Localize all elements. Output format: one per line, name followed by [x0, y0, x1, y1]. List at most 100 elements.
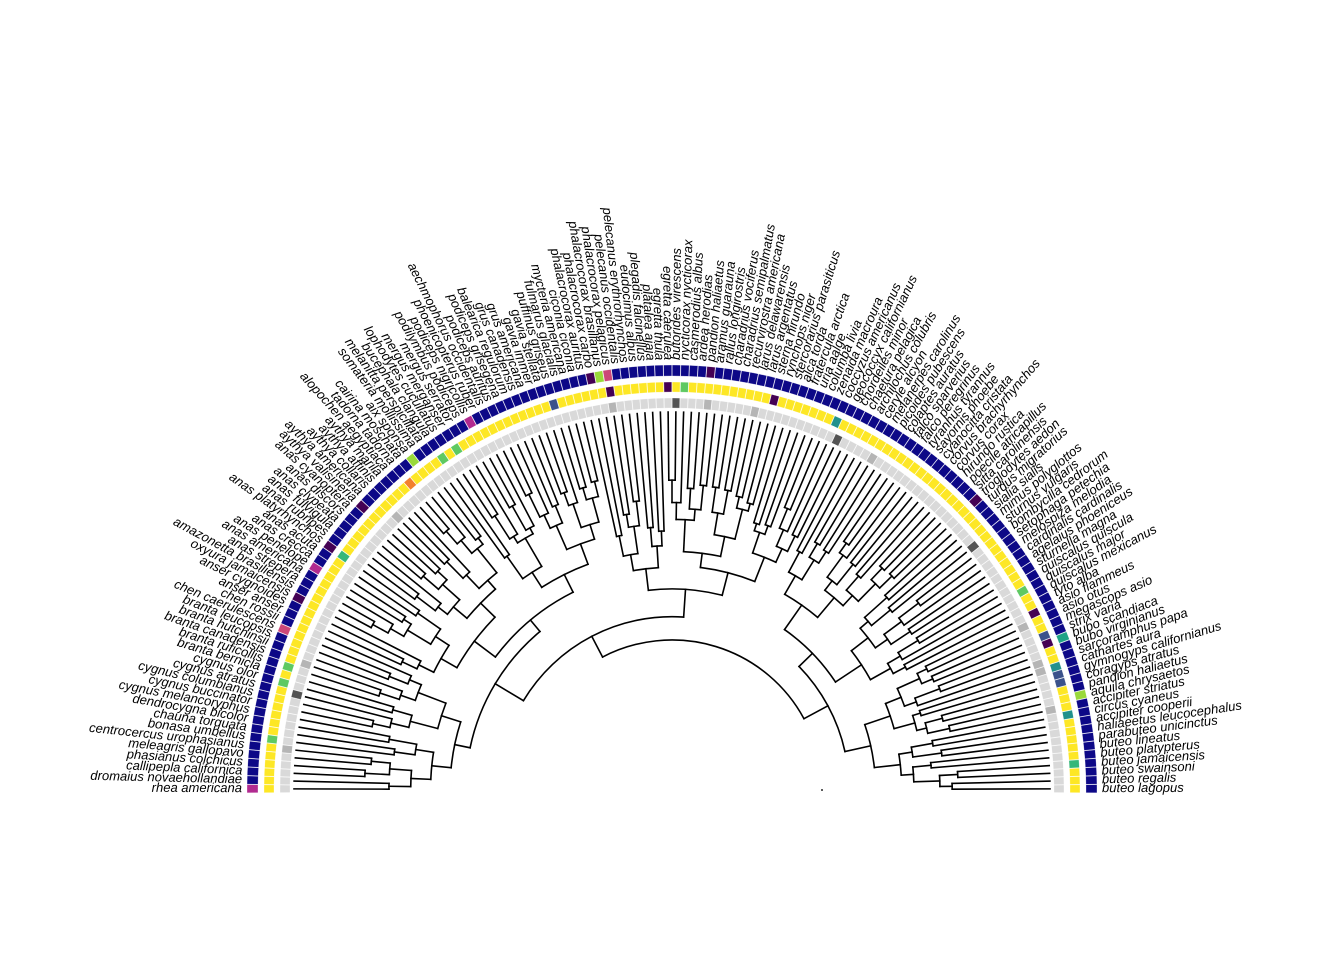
tree-branch-radial-48	[311, 673, 380, 697]
ring-outer-cell-132	[1045, 607, 1060, 620]
tree-branch-arc-305	[796, 549, 804, 555]
ring-outer-cell-153	[1085, 784, 1098, 793]
ring-inner-cell-81	[703, 399, 713, 411]
tree-branch-radial-98	[371, 557, 420, 595]
ring-middle-cell-28	[327, 563, 341, 577]
ring-inner-cell-117	[951, 522, 965, 536]
ring-inner-cell-58	[523, 424, 535, 437]
tree-branch-radial-384	[903, 609, 1006, 666]
tree-branch-arc-269	[682, 550, 722, 558]
tree-branch-radial-115	[445, 560, 465, 580]
ring-middle-cell-30	[336, 550, 351, 563]
tree-branch-radial-405	[937, 651, 1026, 688]
tree-branch-radial-197	[682, 588, 687, 618]
tree-branch-radial-357	[887, 545, 963, 609]
ring-inner-cell-126	[994, 579, 1008, 592]
ring-inner-cell-120	[966, 540, 980, 554]
tree-branch-radial-116	[402, 522, 446, 566]
ring-outer-cell-125	[1016, 554, 1031, 568]
ring-outer-cell-56	[494, 400, 507, 414]
tree-branch-arc-380	[915, 636, 921, 645]
tree-branch-arc-245	[688, 508, 702, 511]
ring-outer-cell-19	[277, 623, 292, 636]
tree-branch-radial-284	[783, 437, 813, 509]
ring-middle-cell-80	[696, 382, 706, 394]
tree-branch-radial-220	[660, 530, 663, 547]
ring-middle-cell-20	[296, 622, 310, 635]
ring-inner-cell-147	[1050, 736, 1062, 746]
ring-inner-cell-22	[317, 614, 331, 627]
tree-branch-arc-355	[883, 594, 890, 601]
tree-branch-arc-59	[406, 674, 413, 685]
ring-outer-cell-120	[991, 519, 1006, 534]
ring-outer-cell-22	[288, 599, 302, 613]
ring-outer-cell-2	[247, 767, 259, 776]
tree-branch-radial-253	[722, 489, 729, 516]
ring-outer-cell-107	[910, 442, 925, 457]
tree-branch-arc-366	[915, 599, 922, 607]
ring-outer-cell-130	[1038, 592, 1053, 605]
ring-inner-cell-28	[341, 572, 355, 585]
ring-middle-cell-99	[845, 422, 858, 436]
tree-branch-radial-36	[302, 703, 375, 722]
tree-branch-arc-99	[413, 592, 420, 601]
tree-branch-arc-330	[826, 576, 838, 586]
ring-outer-cell-135	[1056, 631, 1070, 644]
trait-ring-outer	[246, 364, 1098, 793]
ring-inner-cell-17	[302, 651, 315, 663]
tree-branch-radial-94	[452, 605, 469, 620]
tree-branch-radial-303	[796, 453, 849, 552]
tree-branch-arc-267	[735, 507, 750, 512]
ring-inner-cell-134	[1023, 636, 1036, 648]
ring-inner-cell-4	[280, 752, 292, 762]
tree-branch-radial-141	[456, 477, 511, 556]
tree-branch-arc-409	[913, 697, 919, 707]
tree-branch-radial-365	[919, 563, 977, 607]
ring-inner-cell-20	[311, 629, 324, 641]
ring-inner-cell-1	[279, 776, 291, 785]
tree-branch-radial-440	[911, 764, 932, 768]
ring-inner-cell-15	[297, 666, 310, 678]
ring-inner-cell-62	[553, 413, 564, 427]
ring-inner-cell-42	[414, 489, 427, 503]
ring-outer-cell-110	[931, 458, 945, 473]
tree-branch-radial-113	[486, 579, 497, 591]
ring-inner-cell-95	[809, 424, 821, 437]
tree-branch-radial-432	[932, 726, 1046, 747]
ring-middle-cell-65	[572, 392, 583, 405]
ring-inner-cell-123	[981, 559, 994, 572]
ring-middle-cell-144	[1062, 709, 1074, 720]
ring-inner-cell-88	[757, 407, 768, 420]
ring-outer-cell-62	[543, 382, 555, 396]
ring-middle-cell-8	[268, 718, 281, 728]
ring-middle-cell-21	[299, 614, 313, 627]
ring-outer-cell-29	[318, 547, 333, 561]
tree-branch-radial-282	[775, 528, 785, 548]
tree-branch-radial-127	[431, 496, 467, 539]
ring-inner-cell-52	[479, 444, 492, 458]
ring-outer-cell-133	[1049, 615, 1064, 628]
ring-inner-cell-132	[1016, 621, 1030, 634]
ring-middle-cell-52	[472, 430, 485, 444]
tree-branch-radial-248	[713, 512, 719, 536]
tree-branch-radial-363	[897, 602, 920, 620]
tree-branch-radial-264	[746, 423, 769, 504]
ring-middle-cell-72	[630, 383, 640, 395]
tree-branch-arc-214	[622, 552, 639, 558]
tree-branch-arc-268	[713, 533, 736, 541]
ring-inner-cell-2	[280, 768, 291, 778]
tree-branch-arc-373	[882, 633, 893, 646]
ring-inner-cell-80	[695, 398, 705, 410]
ring-outer-cell-63	[551, 379, 563, 394]
ring-inner-cell-83	[718, 400, 728, 413]
ring-middle-cell-132	[1031, 614, 1045, 627]
tree-branch-radial-358	[891, 551, 968, 614]
tree-branch-arc-52	[398, 690, 404, 701]
ring-outer-cell-18	[274, 631, 288, 644]
tree-branch-radial-231	[667, 411, 670, 481]
tree-branch-radial-375	[869, 667, 892, 681]
ring-middle-cell-145	[1063, 718, 1076, 728]
tree-branch-radial-273	[752, 427, 784, 524]
tree-branch-arc-39	[388, 717, 393, 729]
ring-middle-cell-139	[1052, 669, 1065, 681]
